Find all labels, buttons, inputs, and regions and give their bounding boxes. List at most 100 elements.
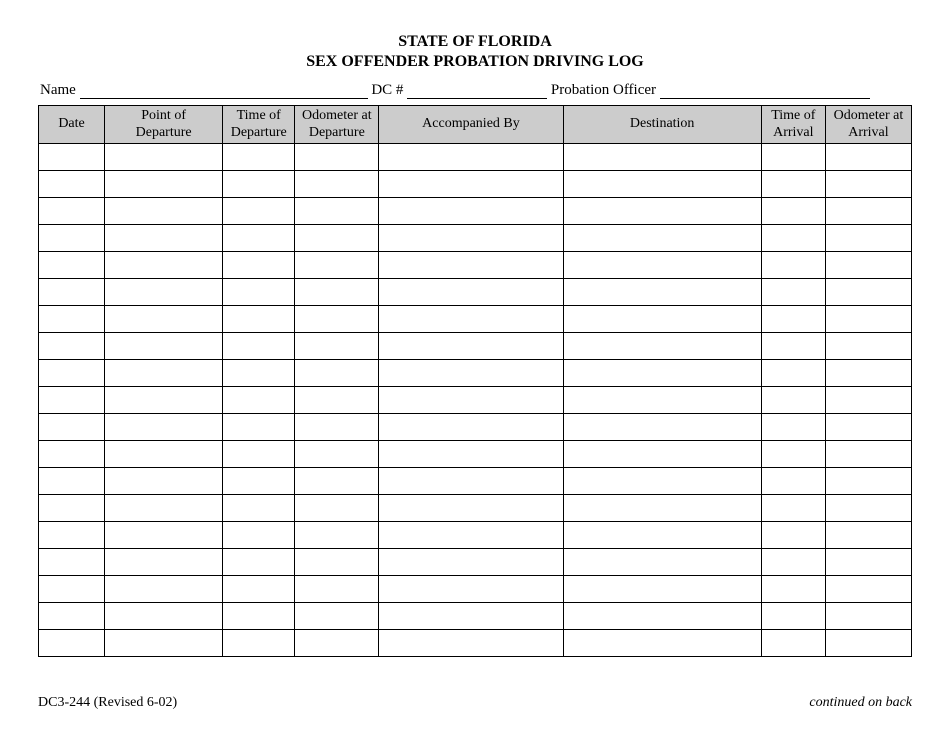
cell[interactable] xyxy=(379,306,563,333)
cell[interactable] xyxy=(379,279,563,306)
cell[interactable] xyxy=(295,549,379,576)
cell[interactable] xyxy=(295,441,379,468)
cell[interactable] xyxy=(223,549,295,576)
cell[interactable] xyxy=(379,198,563,225)
cell[interactable] xyxy=(39,495,105,522)
cell[interactable] xyxy=(563,171,761,198)
cell[interactable] xyxy=(825,387,911,414)
cell[interactable] xyxy=(379,576,563,603)
cell[interactable] xyxy=(223,414,295,441)
cell[interactable] xyxy=(39,198,105,225)
cell[interactable] xyxy=(563,252,761,279)
cell[interactable] xyxy=(825,333,911,360)
cell[interactable] xyxy=(761,630,825,657)
cell[interactable] xyxy=(825,144,911,171)
cell[interactable] xyxy=(223,522,295,549)
officer-input-line[interactable] xyxy=(660,84,870,99)
cell[interactable] xyxy=(563,549,761,576)
cell[interactable] xyxy=(563,468,761,495)
cell[interactable] xyxy=(761,144,825,171)
cell[interactable] xyxy=(761,414,825,441)
cell[interactable] xyxy=(379,603,563,630)
cell[interactable] xyxy=(223,495,295,522)
cell[interactable] xyxy=(223,387,295,414)
cell[interactable] xyxy=(223,279,295,306)
cell[interactable] xyxy=(825,468,911,495)
cell[interactable] xyxy=(39,171,105,198)
cell[interactable] xyxy=(825,360,911,387)
cell[interactable] xyxy=(563,576,761,603)
cell[interactable] xyxy=(105,549,223,576)
cell[interactable] xyxy=(105,576,223,603)
cell[interactable] xyxy=(761,198,825,225)
cell[interactable] xyxy=(105,387,223,414)
cell[interactable] xyxy=(105,333,223,360)
name-input-line[interactable] xyxy=(80,84,368,99)
cell[interactable] xyxy=(379,441,563,468)
cell[interactable] xyxy=(825,522,911,549)
dc-input-line[interactable] xyxy=(407,84,547,99)
cell[interactable] xyxy=(39,603,105,630)
cell[interactable] xyxy=(39,333,105,360)
cell[interactable] xyxy=(105,171,223,198)
cell[interactable] xyxy=(563,225,761,252)
cell[interactable] xyxy=(761,279,825,306)
cell[interactable] xyxy=(379,333,563,360)
cell[interactable] xyxy=(825,225,911,252)
cell[interactable] xyxy=(825,549,911,576)
cell[interactable] xyxy=(39,576,105,603)
cell[interactable] xyxy=(39,468,105,495)
cell[interactable] xyxy=(379,549,563,576)
cell[interactable] xyxy=(105,252,223,279)
cell[interactable] xyxy=(379,414,563,441)
cell[interactable] xyxy=(295,495,379,522)
cell[interactable] xyxy=(761,495,825,522)
cell[interactable] xyxy=(379,252,563,279)
cell[interactable] xyxy=(295,225,379,252)
cell[interactable] xyxy=(223,306,295,333)
cell[interactable] xyxy=(39,225,105,252)
cell[interactable] xyxy=(825,198,911,225)
cell[interactable] xyxy=(761,360,825,387)
cell[interactable] xyxy=(39,549,105,576)
cell[interactable] xyxy=(379,225,563,252)
cell[interactable] xyxy=(295,252,379,279)
cell[interactable] xyxy=(761,171,825,198)
cell[interactable] xyxy=(39,144,105,171)
cell[interactable] xyxy=(563,360,761,387)
cell[interactable] xyxy=(223,603,295,630)
cell[interactable] xyxy=(825,252,911,279)
cell[interactable] xyxy=(825,603,911,630)
cell[interactable] xyxy=(295,360,379,387)
cell[interactable] xyxy=(825,495,911,522)
cell[interactable] xyxy=(295,144,379,171)
cell[interactable] xyxy=(223,468,295,495)
cell[interactable] xyxy=(39,306,105,333)
cell[interactable] xyxy=(223,360,295,387)
cell[interactable] xyxy=(825,576,911,603)
cell[interactable] xyxy=(295,522,379,549)
cell[interactable] xyxy=(295,279,379,306)
cell[interactable] xyxy=(295,468,379,495)
cell[interactable] xyxy=(105,495,223,522)
cell[interactable] xyxy=(379,468,563,495)
cell[interactable] xyxy=(825,630,911,657)
cell[interactable] xyxy=(295,306,379,333)
cell[interactable] xyxy=(761,387,825,414)
cell[interactable] xyxy=(223,630,295,657)
cell[interactable] xyxy=(223,198,295,225)
cell[interactable] xyxy=(105,198,223,225)
cell[interactable] xyxy=(223,441,295,468)
cell[interactable] xyxy=(105,522,223,549)
cell[interactable] xyxy=(105,603,223,630)
cell[interactable] xyxy=(761,576,825,603)
cell[interactable] xyxy=(223,144,295,171)
cell[interactable] xyxy=(39,522,105,549)
cell[interactable] xyxy=(761,549,825,576)
cell[interactable] xyxy=(39,279,105,306)
cell[interactable] xyxy=(563,333,761,360)
cell[interactable] xyxy=(761,522,825,549)
cell[interactable] xyxy=(563,630,761,657)
cell[interactable] xyxy=(563,522,761,549)
cell[interactable] xyxy=(39,252,105,279)
